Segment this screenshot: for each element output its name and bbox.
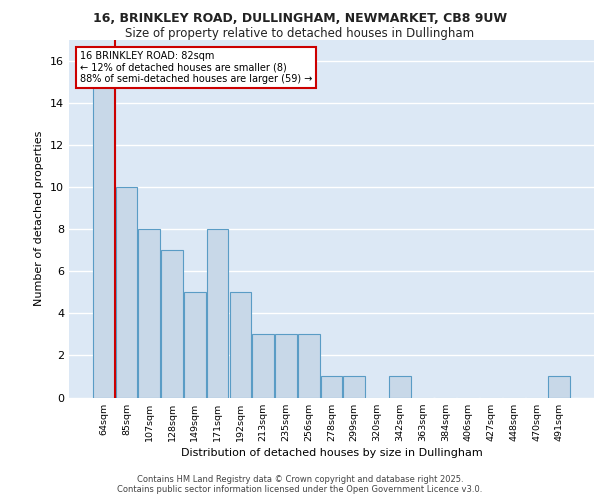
Bar — [343, 376, 365, 398]
Bar — [116, 187, 137, 398]
Bar — [253, 334, 274, 398]
Text: Size of property relative to detached houses in Dullingham: Size of property relative to detached ho… — [125, 28, 475, 40]
Text: Contains HM Land Registry data © Crown copyright and database right 2025.
Contai: Contains HM Land Registry data © Crown c… — [118, 474, 482, 494]
Text: 16 BRINKLEY ROAD: 82sqm
← 12% of detached houses are smaller (8)
88% of semi-det: 16 BRINKLEY ROAD: 82sqm ← 12% of detache… — [79, 50, 312, 84]
Bar — [320, 376, 343, 398]
Bar — [207, 230, 229, 398]
Text: 16, BRINKLEY ROAD, DULLINGHAM, NEWMARKET, CB8 9UW: 16, BRINKLEY ROAD, DULLINGHAM, NEWMARKET… — [93, 12, 507, 26]
Bar — [548, 376, 570, 398]
Bar — [230, 292, 251, 398]
X-axis label: Distribution of detached houses by size in Dullingham: Distribution of detached houses by size … — [181, 448, 482, 458]
Bar — [389, 376, 410, 398]
Bar — [139, 230, 160, 398]
Bar — [161, 250, 183, 398]
Bar — [93, 82, 115, 398]
Y-axis label: Number of detached properties: Number of detached properties — [34, 131, 44, 306]
Bar — [184, 292, 206, 398]
Bar — [298, 334, 320, 398]
Bar — [275, 334, 297, 398]
